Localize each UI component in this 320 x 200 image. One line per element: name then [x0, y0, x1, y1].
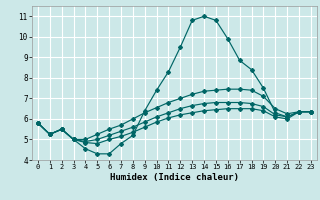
- X-axis label: Humidex (Indice chaleur): Humidex (Indice chaleur): [110, 173, 239, 182]
